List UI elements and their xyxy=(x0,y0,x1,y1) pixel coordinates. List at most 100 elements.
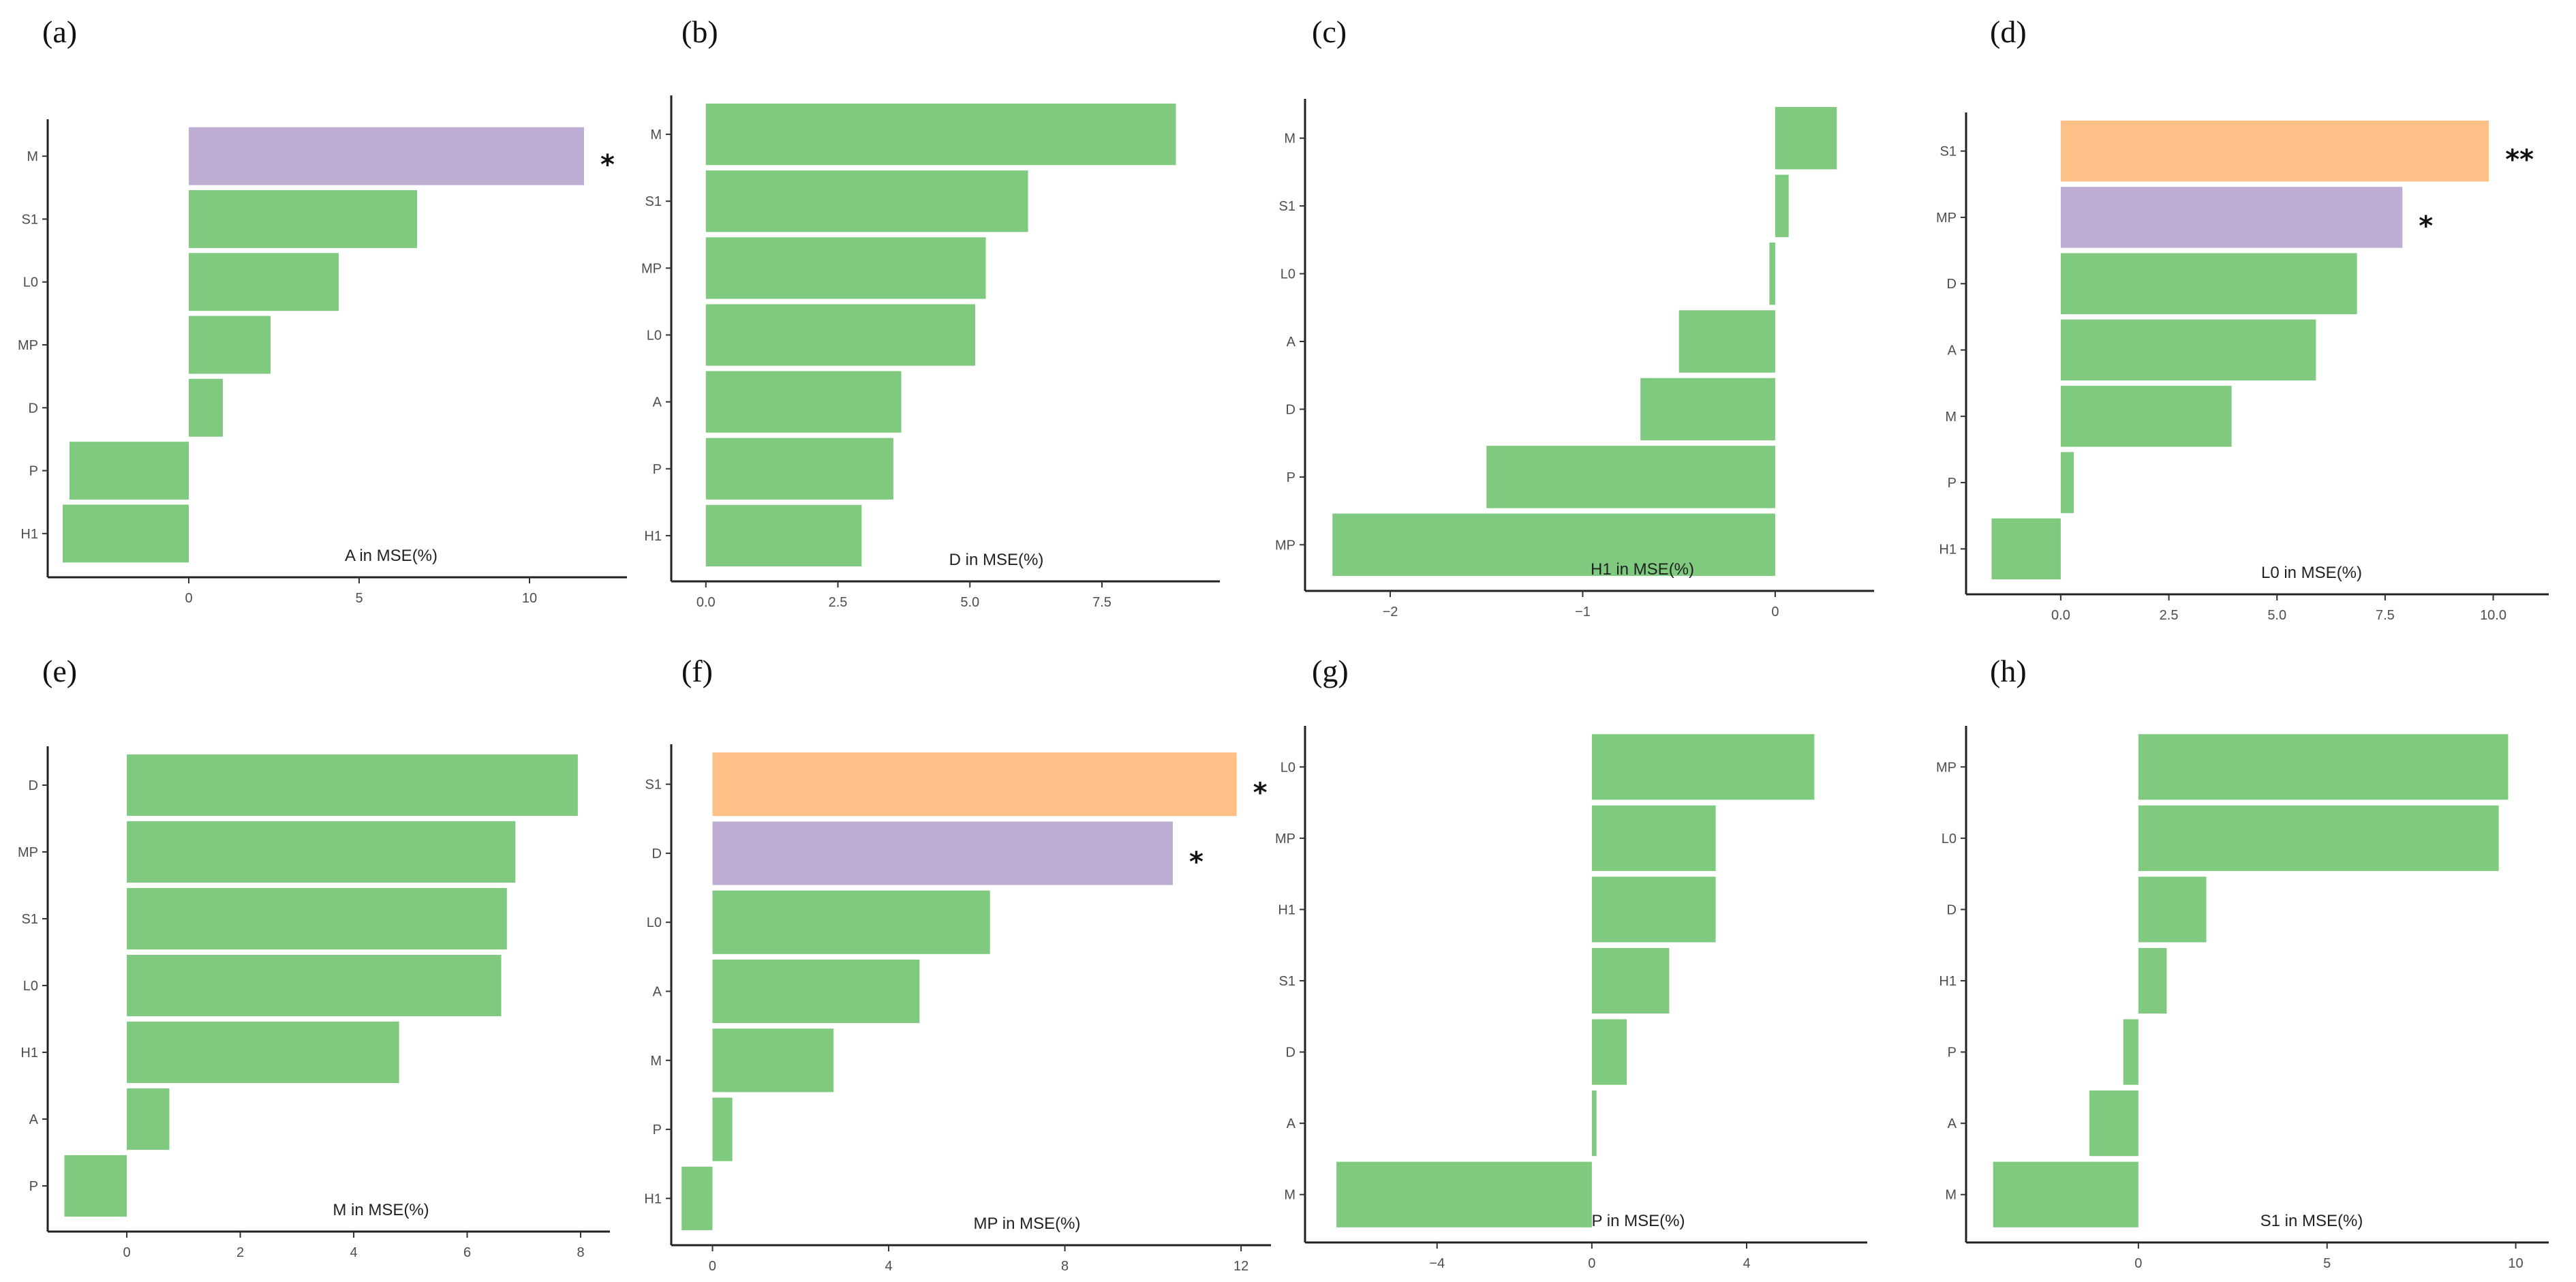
bar xyxy=(705,438,893,500)
significance-marker: * xyxy=(2419,211,2433,242)
x-tick-label: 10 xyxy=(522,591,537,606)
y-tick-label: MP xyxy=(641,261,662,276)
panel-label: (c) xyxy=(1312,14,1347,49)
x-tick-label: 0.0 xyxy=(2051,608,2070,623)
bar xyxy=(2138,734,2509,800)
x-tick-label: 2 xyxy=(236,1245,244,1260)
y-tick-label: M xyxy=(650,127,662,142)
bar xyxy=(2138,947,2167,1014)
bar xyxy=(189,127,584,185)
bar xyxy=(2060,386,2232,447)
x-tick-label: 6 xyxy=(463,1245,471,1260)
y-tick-label: S1 xyxy=(1279,974,1295,989)
x-tick-label: 12 xyxy=(1233,1259,1248,1274)
y-tick-label: S1 xyxy=(645,194,662,209)
y-tick-label: M xyxy=(1945,410,1957,425)
y-tick-label: M xyxy=(1945,1188,1957,1203)
bar xyxy=(1775,174,1789,237)
y-tick-label: D xyxy=(1286,402,1295,417)
y-tick-label: P xyxy=(29,464,38,479)
x-axis-title: D in MSE(%) xyxy=(949,551,1044,569)
bar xyxy=(1591,734,1815,800)
bar xyxy=(705,304,975,366)
x-tick-label: −4 xyxy=(1429,1256,1445,1271)
panel-label: (f) xyxy=(681,654,713,688)
bar xyxy=(127,887,507,950)
y-tick-label: S1 xyxy=(645,778,662,793)
y-tick-label: P xyxy=(1948,476,1957,491)
y-tick-label: MP xyxy=(1936,211,1957,226)
panel-label: (a) xyxy=(42,14,77,49)
bar xyxy=(1769,242,1775,305)
bar xyxy=(63,504,189,563)
bar xyxy=(1591,1090,1597,1157)
x-axis-title: H1 in MSE(%) xyxy=(1591,560,1694,579)
x-tick-label: 0 xyxy=(1771,605,1779,620)
x-tick-label: 8 xyxy=(577,1245,584,1260)
bar xyxy=(712,752,1237,816)
y-tick-label: MP xyxy=(1936,760,1957,775)
bar xyxy=(2089,1090,2138,1157)
bar xyxy=(2060,187,2403,248)
bar xyxy=(2060,452,2074,513)
bar xyxy=(1591,1019,1627,1085)
bar xyxy=(2138,805,2499,871)
x-tick-label: −1 xyxy=(1575,605,1591,620)
y-tick-label: A xyxy=(29,1112,39,1127)
panel-label: (d) xyxy=(1990,14,2027,49)
y-tick-label: A xyxy=(653,985,662,1000)
x-tick-label: 4 xyxy=(885,1259,892,1274)
x-tick-label: 5 xyxy=(355,591,363,606)
y-tick-label: MP xyxy=(18,338,38,353)
x-tick-label: 2.5 xyxy=(829,595,848,610)
x-tick-label: 5.0 xyxy=(960,595,979,610)
bar xyxy=(2060,253,2357,314)
bar xyxy=(2138,876,2207,943)
bar xyxy=(127,821,516,883)
x-axis-title: A in MSE(%) xyxy=(345,547,438,565)
x-axis-title: M in MSE(%) xyxy=(333,1201,429,1219)
y-tick-label: D xyxy=(652,846,662,861)
bar xyxy=(1591,876,1716,943)
y-tick-label: A xyxy=(653,395,662,410)
y-tick-label: P xyxy=(1287,470,1295,485)
panel-label: (h) xyxy=(1990,654,2027,688)
y-tick-label: A xyxy=(1948,344,1957,358)
y-tick-label: L0 xyxy=(1281,760,1295,775)
bar xyxy=(189,253,339,311)
x-tick-label: 0 xyxy=(709,1259,716,1274)
y-tick-label: L0 xyxy=(1942,831,1957,846)
y-tick-label: A xyxy=(1287,335,1296,350)
bar xyxy=(681,1166,713,1230)
bar xyxy=(705,504,862,567)
bar xyxy=(1991,518,2061,580)
panel-label: (g) xyxy=(1312,654,1349,688)
y-tick-label: P xyxy=(653,462,662,477)
panel-label: (b) xyxy=(681,14,718,49)
bar xyxy=(70,442,189,500)
bar xyxy=(705,170,1028,232)
y-tick-label: L0 xyxy=(647,915,662,930)
y-tick-label: L0 xyxy=(1281,267,1295,282)
y-tick-label: S1 xyxy=(22,912,38,927)
bar xyxy=(189,316,271,374)
bar xyxy=(712,1028,834,1093)
bar xyxy=(1775,106,1837,170)
bar xyxy=(1640,378,1775,441)
bar xyxy=(189,378,223,437)
y-tick-label: D xyxy=(1947,902,1957,917)
y-tick-label: MP xyxy=(1275,538,1295,553)
x-tick-label: 0 xyxy=(123,1245,130,1260)
bar xyxy=(712,821,1173,885)
x-tick-label: 10.0 xyxy=(2480,608,2506,623)
bar xyxy=(1336,1161,1592,1227)
bar xyxy=(2123,1019,2138,1085)
bar xyxy=(1591,805,1716,871)
bar xyxy=(127,1021,399,1084)
x-tick-label: 8 xyxy=(1061,1259,1069,1274)
x-axis-title: MP in MSE(%) xyxy=(974,1215,1081,1233)
y-tick-label: H1 xyxy=(644,529,662,544)
y-tick-label: S1 xyxy=(22,212,38,227)
y-tick-label: H1 xyxy=(20,1046,38,1060)
